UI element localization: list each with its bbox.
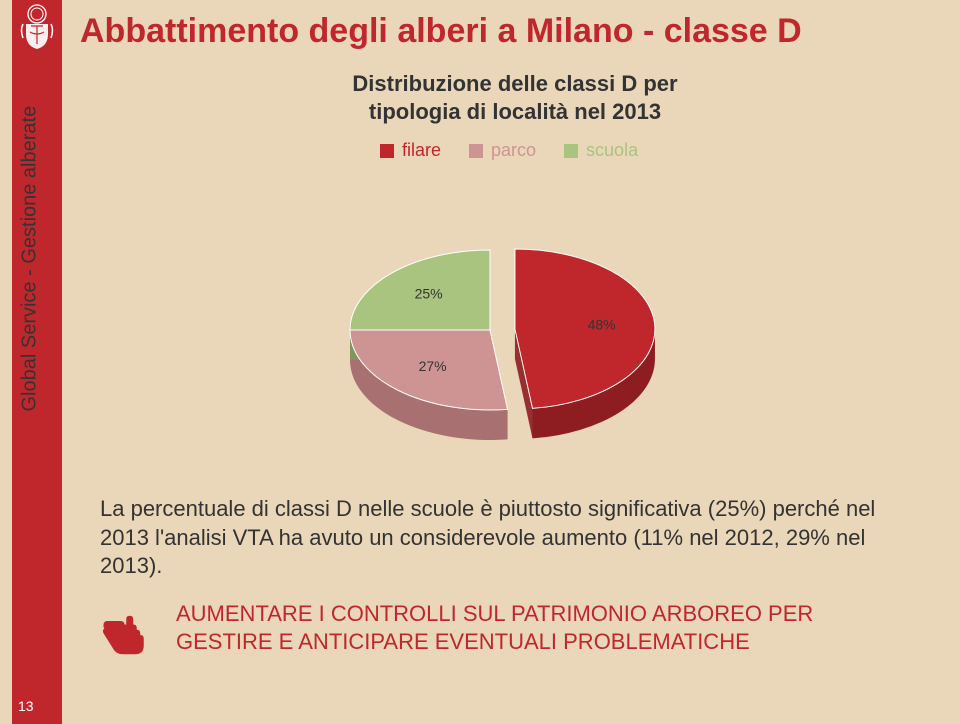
chart-title-line2: tipologia di località nel 2013 [369, 99, 661, 124]
chart-title-line1: Distribuzione delle classi D per [352, 71, 677, 96]
legend-item-filare: filare [380, 140, 441, 161]
legend-label: scuola [586, 140, 638, 161]
pointing-hand-icon [100, 600, 156, 656]
pie-chart: 48% 27% 25% [260, 180, 770, 480]
legend-swatch [564, 144, 578, 158]
page-title: Abbattimento degli alberi a Milano - cla… [80, 12, 802, 51]
slice-label-filare: 48% [588, 317, 616, 333]
body-paragraph: La percentuale di classi D nelle scuole … [100, 495, 900, 581]
crest-logo [17, 4, 57, 50]
legend-label: parco [491, 140, 536, 161]
slice-label-scuola: 25% [415, 286, 443, 302]
legend-swatch [380, 144, 394, 158]
chart-title: Distribuzione delle classi D per tipolog… [300, 70, 730, 125]
legend-label: filare [402, 140, 441, 161]
callout-row: AUMENTARE I CONTROLLI SUL PATRIMONIO ARB… [100, 600, 910, 656]
page-number: 13 [18, 698, 34, 714]
legend-swatch [469, 144, 483, 158]
chart-legend: filare parco scuola [380, 140, 638, 161]
legend-item-scuola: scuola [564, 140, 638, 161]
callout-text: AUMENTARE I CONTROLLI SUL PATRIMONIO ARB… [176, 600, 910, 655]
slice-label-parco: 27% [419, 358, 447, 374]
legend-item-parco: parco [469, 140, 536, 161]
sidebar-label: Global Service - Gestione alberate [19, 106, 42, 412]
